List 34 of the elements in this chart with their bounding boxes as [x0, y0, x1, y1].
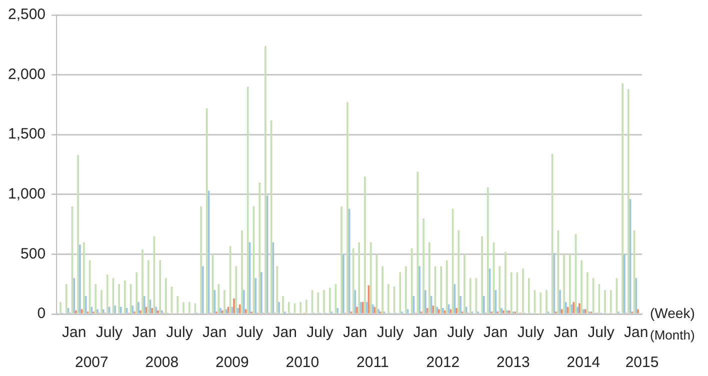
x-tick-label: July [376, 324, 404, 342]
x-tick-label: July [517, 324, 545, 342]
x-tick-label: Jan [413, 324, 438, 342]
x-tick-label: Jan [272, 324, 297, 342]
y-tick-label: 1,500 [8, 126, 46, 143]
text: (Week) [650, 304, 695, 321]
x2-tick-label: 2009 [215, 354, 249, 372]
x-tick-label: Jan [132, 324, 156, 342]
x2-tick-label: 2013 [496, 354, 530, 372]
x2-tick-label: 2014 [566, 354, 600, 372]
y-tick-label: 500 [20, 245, 46, 262]
text: (Month) [650, 328, 695, 343]
x2-tick-label: 2010 [286, 354, 320, 372]
x-tick-label: July [96, 324, 124, 342]
x2-tick-label: 2015 [625, 354, 659, 372]
x-tick-label: July [306, 324, 334, 342]
x-tick-label: July [447, 324, 474, 342]
x-tick-label: Jan [343, 324, 368, 342]
x-tick-label: Jan [624, 324, 648, 342]
x2-tick-label: 2011 [356, 354, 389, 372]
x-tick-label: Jan [202, 324, 227, 342]
x-tick-label: July [236, 324, 264, 342]
x2-tick-label: 2008 [145, 354, 179, 372]
x-tick-label: July [166, 324, 194, 342]
y-tick-label: 2,000 [8, 66, 46, 83]
x-tick-label: Jan [554, 324, 578, 342]
y-tick-label: 2,500 [8, 6, 46, 24]
x2-tick-label: 2012 [426, 354, 460, 372]
x-tick-label: Jan [484, 324, 508, 342]
y-tick-label: 0 [37, 305, 46, 322]
x-tick-label: Jan [62, 324, 86, 342]
x2-tick-label: 2007 [74, 354, 108, 372]
y-tick-label: 1,000 [8, 186, 46, 203]
x-tick-label: July [588, 324, 615, 342]
